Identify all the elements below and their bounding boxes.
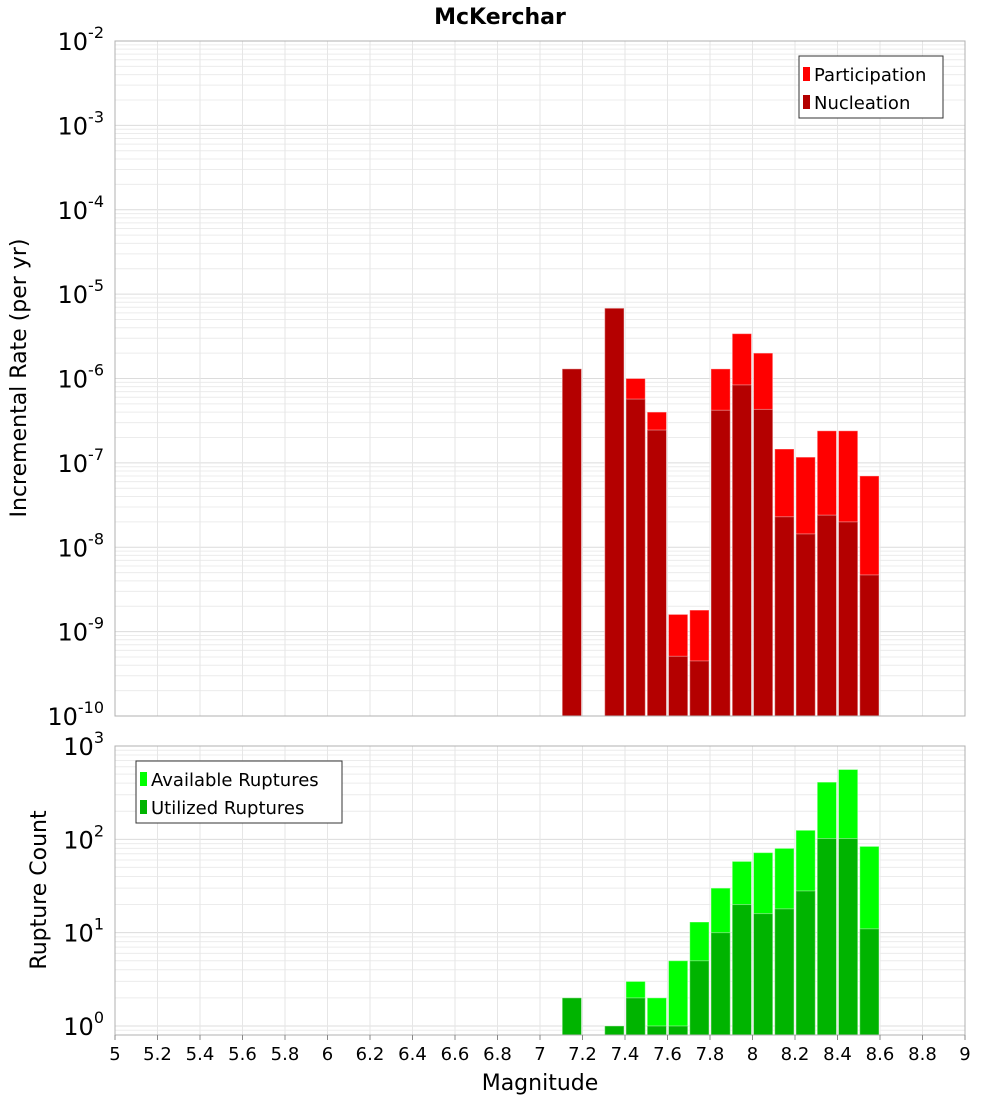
x-tick-label: 7: [534, 1044, 545, 1065]
bar-nucleation: [689, 660, 710, 717]
bar-utilized-ruptures: [646, 1025, 667, 1036]
x-tick-label: 6: [322, 1044, 333, 1065]
bar-utilized-ruptures: [668, 1025, 689, 1036]
bar-nucleation: [625, 398, 646, 717]
bar-nucleation: [710, 409, 731, 717]
legend: Available Ruptures Utilized Ruptures: [135, 760, 343, 824]
x-tick-label: 5.2: [143, 1044, 172, 1065]
bar-utilized-ruptures: [604, 1025, 625, 1036]
legend-label: Participation: [814, 65, 926, 86]
bar-nucleation: [838, 521, 859, 717]
x-tick-label: 7.2: [568, 1044, 597, 1065]
y-tick-label: 103: [63, 728, 104, 761]
y-tick-label: 101: [63, 915, 104, 948]
x-tick-label: 7.6: [653, 1044, 682, 1065]
x-tick-label: 5.4: [186, 1044, 215, 1065]
y-tick-label: 10-3: [58, 107, 105, 140]
bar-utilized-ruptures: [816, 838, 837, 1036]
x-tick-label: 8.2: [781, 1044, 810, 1065]
bar-utilized-ruptures: [731, 904, 752, 1036]
bar-nucleation: [795, 533, 816, 717]
bar-utilized-ruptures: [753, 913, 774, 1036]
legend-label: Utilized Ruptures: [151, 798, 304, 819]
x-tick-label: 6.6: [441, 1044, 470, 1065]
x-tick-label: 8.6: [866, 1044, 895, 1065]
legend-box: [135, 760, 343, 824]
x-tick-label: 8: [747, 1044, 758, 1065]
x-tick-label: 6.8: [483, 1044, 512, 1065]
x-tick-label: 5: [109, 1044, 120, 1065]
bar-utilized-ruptures: [795, 890, 816, 1036]
bar-nucleation: [816, 514, 837, 717]
bar-available-ruptures: [668, 960, 689, 1036]
rate-plot: 10-10 10-9 10-8 10-7 10-6 10-5 10-4 10-3 10-2 Par…: [47, 23, 966, 731]
legend-label: Nucleation: [814, 93, 910, 114]
x-tick-label: 8.8: [908, 1044, 937, 1065]
bar-nucleation: [859, 574, 880, 717]
bar-utilized-ruptures: [859, 928, 880, 1036]
x-tick-label: 9: [959, 1044, 970, 1065]
bar-nucleation: [731, 384, 752, 717]
legend-label: Available Ruptures: [151, 770, 319, 791]
y-tick-label: 10-4: [58, 192, 105, 225]
rupture-count-plot: 100 101 102 103 Available Ruptures Utilized R…: [63, 728, 970, 1065]
x-tick-label: 7.8: [696, 1044, 725, 1065]
plot-frame: [114, 40, 966, 717]
legend-swatch: [140, 772, 147, 786]
x-tick-label: 5.6: [228, 1044, 257, 1065]
y-tick-label: 10-2: [58, 23, 105, 56]
bar-nucleation: [668, 655, 689, 717]
x-tick-label: 6.4: [398, 1044, 427, 1065]
bar-utilized-ruptures: [625, 997, 646, 1036]
y-tick-label: 10-5: [58, 276, 105, 309]
legend-swatch: [803, 67, 810, 81]
bar-utilized-ruptures: [710, 932, 731, 1036]
x-tick-label: 8.4: [823, 1044, 852, 1065]
y-tick-label: 10-8: [58, 529, 105, 562]
bar-utilized-ruptures: [689, 960, 710, 1036]
legend-box: [798, 55, 944, 119]
y-tick-label: 10-7: [58, 445, 105, 478]
x-axis-label: Magnitude: [482, 1071, 599, 1096]
x-tick-label: 6.2: [356, 1044, 385, 1065]
bar-nucleation: [646, 429, 667, 717]
x-tick-label: 7.4: [611, 1044, 640, 1065]
y-axis-label-count: Rupture Count: [27, 810, 52, 970]
bar-nucleation: [604, 307, 625, 717]
legend-swatch: [140, 800, 147, 814]
bar-utilized-ruptures: [838, 838, 859, 1036]
y-tick-label: 102: [63, 821, 104, 854]
y-axis-label-rate: Incremental Rate (per yr): [7, 239, 32, 518]
legend-swatch: [803, 95, 810, 109]
y-tick-label: 100: [63, 1008, 104, 1041]
x-tick-label: 5.8: [271, 1044, 300, 1065]
y-tick-label: 10-10: [47, 698, 104, 731]
y-tick-label: 10-9: [58, 614, 105, 647]
bar-nucleation: [774, 516, 795, 717]
bar-utilized-ruptures: [774, 908, 795, 1036]
bar-nucleation: [561, 368, 582, 717]
bar-utilized-ruptures: [561, 997, 582, 1036]
chart-title: McKerchar: [434, 5, 566, 30]
legend: Participation Nucleation: [798, 55, 944, 119]
bar-nucleation: [753, 408, 774, 717]
y-tick-label: 10-6: [58, 361, 105, 394]
